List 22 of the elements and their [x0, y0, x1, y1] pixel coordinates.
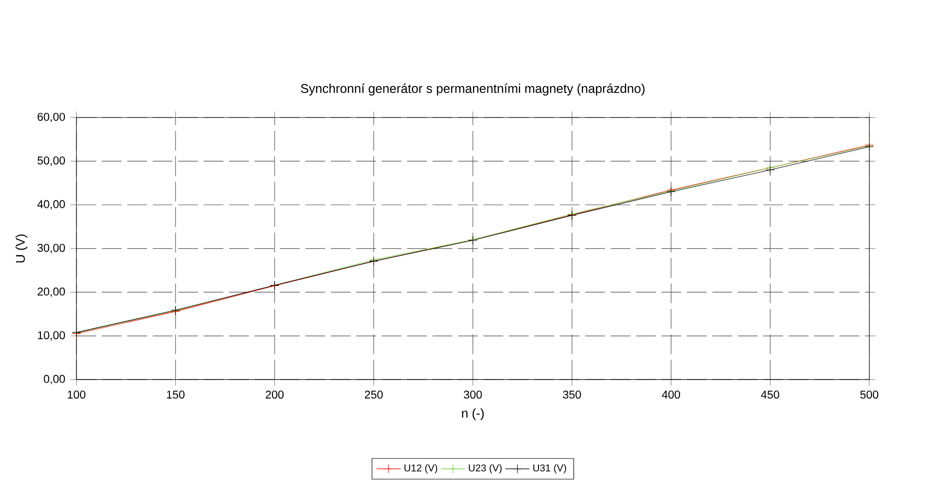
- x-tick-label: 150: [166, 390, 185, 399]
- x-tick-label: 350: [562, 390, 581, 399]
- x-tick-label: 500: [860, 390, 878, 399]
- x-tick-label: 200: [266, 390, 284, 399]
- y-tick-label: 0,00: [44, 374, 65, 384]
- x-tick-label: 300: [464, 390, 482, 399]
- x-axis-title: n (-): [462, 408, 484, 420]
- x-tick-label: 250: [364, 390, 383, 399]
- y-axis-title: U (V): [16, 234, 28, 262]
- y-tick-label: 10,00: [38, 331, 65, 340]
- x-tick-label: 400: [662, 390, 680, 399]
- legend-label: U23 (V): [468, 464, 502, 474]
- y-tick-label: 20,00: [38, 287, 65, 297]
- chart-title: Synchronní generátor s permanentními magnety (naprázdno): [300, 83, 645, 96]
- y-tick-label: 30,00: [38, 244, 65, 254]
- y-tick-label: 50,00: [38, 156, 65, 166]
- x-tick-label: 100: [68, 390, 86, 399]
- y-tick-label: 40,00: [37, 200, 65, 210]
- legend-label: U31 (V): [533, 464, 566, 474]
- x-tick-label: 450: [761, 390, 780, 399]
- legend-label: U12 (V): [404, 464, 438, 474]
- y-tick-label: 60,00: [38, 112, 65, 122]
